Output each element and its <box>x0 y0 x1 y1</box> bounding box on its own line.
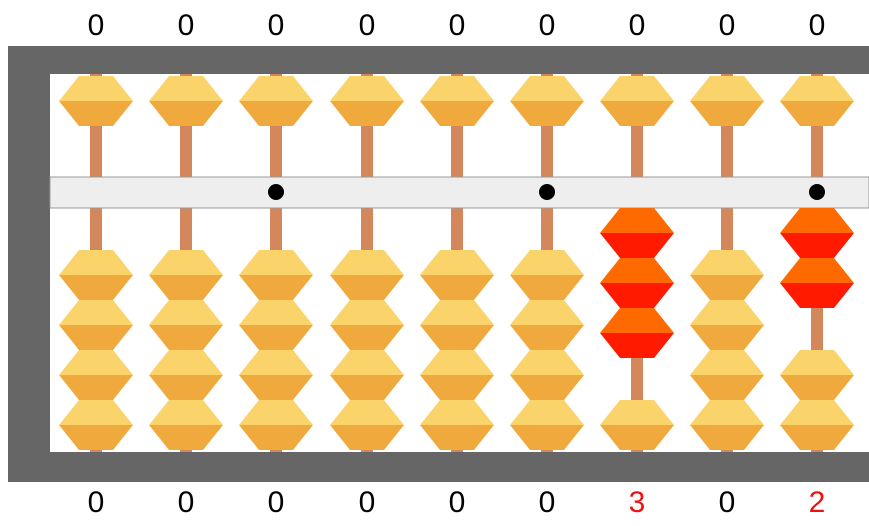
lower-bead[interactable] <box>510 400 584 450</box>
lower-bead[interactable] <box>690 400 764 450</box>
lower-bead[interactable] <box>239 250 313 300</box>
lower-bead[interactable] <box>149 400 223 450</box>
upper-bead[interactable] <box>330 76 404 126</box>
upper-bead[interactable] <box>59 76 133 126</box>
lower-bead[interactable] <box>780 400 854 450</box>
top-value-digit: 0 <box>448 9 466 42</box>
lower-bead[interactable] <box>330 350 404 400</box>
lower-bead[interactable] <box>239 350 313 400</box>
lower-bead[interactable] <box>780 258 854 308</box>
top-value-digit: 0 <box>87 9 105 42</box>
top-value-digit: 0 <box>808 9 826 42</box>
lower-bead[interactable] <box>149 250 223 300</box>
bottom-value-digit: 0 <box>448 486 466 519</box>
lower-bead[interactable] <box>690 300 764 350</box>
lower-bead[interactable] <box>330 400 404 450</box>
bottom-value-digit: 0 <box>177 486 195 519</box>
bottom-value-digit: 0 <box>538 486 556 519</box>
lower-bead[interactable] <box>690 350 764 400</box>
lower-bead[interactable] <box>510 300 584 350</box>
top-value-digit: 0 <box>538 9 556 42</box>
lower-bead[interactable] <box>690 250 764 300</box>
lower-bead[interactable] <box>59 300 133 350</box>
lower-bead[interactable] <box>420 250 494 300</box>
abacus-frame-left <box>8 46 50 482</box>
abacus-frame-top <box>8 46 869 74</box>
upper-bead[interactable] <box>600 76 674 126</box>
lower-bead[interactable] <box>780 208 854 258</box>
upper-bead[interactable] <box>780 76 854 126</box>
upper-bead[interactable] <box>690 76 764 126</box>
bottom-value-digit: 3 <box>628 486 646 519</box>
abacus-frame-bottom <box>8 452 869 482</box>
bottom-value-digit: 0 <box>718 486 736 519</box>
bottom-value-digit: 0 <box>87 486 105 519</box>
lower-bead[interactable] <box>149 300 223 350</box>
top-value-digit: 0 <box>718 9 736 42</box>
top-value-digit: 0 <box>267 9 285 42</box>
unit-dot <box>268 184 284 200</box>
top-value-digit: 0 <box>177 9 195 42</box>
lower-bead[interactable] <box>239 400 313 450</box>
reckoning-bar <box>49 176 869 209</box>
lower-bead[interactable] <box>149 350 223 400</box>
lower-bead[interactable] <box>59 350 133 400</box>
bottom-value-digit: 0 <box>358 486 376 519</box>
lower-bead[interactable] <box>420 400 494 450</box>
upper-bead[interactable] <box>239 76 313 126</box>
lower-bead[interactable] <box>600 400 674 450</box>
bottom-value-digit: 0 <box>267 486 285 519</box>
upper-bead[interactable] <box>149 76 223 126</box>
lower-bead[interactable] <box>420 350 494 400</box>
top-value-digit: 0 <box>628 9 646 42</box>
lower-bead[interactable] <box>510 250 584 300</box>
top-value-digit: 0 <box>358 9 376 42</box>
upper-bead[interactable] <box>420 76 494 126</box>
unit-dot <box>539 184 555 200</box>
lower-bead[interactable] <box>780 350 854 400</box>
lower-bead[interactable] <box>420 300 494 350</box>
upper-bead[interactable] <box>510 76 584 126</box>
bottom-value-digit: 2 <box>808 486 826 519</box>
lower-bead[interactable] <box>59 400 133 450</box>
lower-bead[interactable] <box>600 208 674 258</box>
lower-bead[interactable] <box>600 258 674 308</box>
unit-dot <box>809 184 825 200</box>
lower-bead[interactable] <box>510 350 584 400</box>
lower-bead[interactable] <box>59 250 133 300</box>
lower-bead[interactable] <box>239 300 313 350</box>
lower-bead[interactable] <box>330 250 404 300</box>
lower-bead[interactable] <box>600 308 674 358</box>
lower-bead[interactable] <box>330 300 404 350</box>
